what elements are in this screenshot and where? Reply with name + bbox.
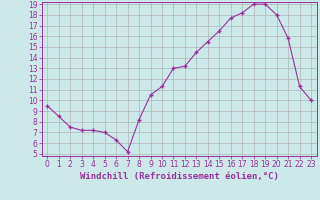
X-axis label: Windchill (Refroidissement éolien,°C): Windchill (Refroidissement éolien,°C)	[80, 172, 279, 181]
